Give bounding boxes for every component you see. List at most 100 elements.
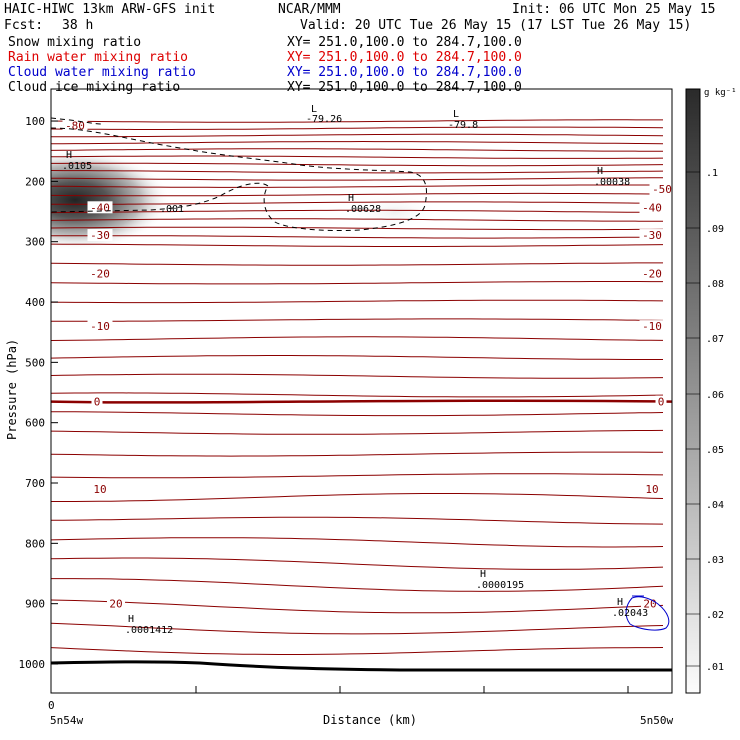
isotherm-line	[51, 162, 664, 167]
colorbar-tick-label: .06	[706, 390, 724, 401]
isotherm-label: -30	[90, 229, 110, 242]
isotherm-line	[51, 209, 664, 214]
field-name-rain: Rain water mixing ratio	[8, 50, 189, 65]
colorbar-tick-label: .09	[706, 224, 724, 235]
y-axis-label: Pressure (hPa)	[5, 339, 19, 440]
isotherm-line	[51, 578, 664, 592]
cloud-ice-contour	[51, 117, 427, 232]
y-axis: 100 200 300 400 500 600 700 800 900 1000	[19, 115, 58, 671]
isotherm-line	[51, 192, 664, 197]
isotherm-label: 20	[109, 598, 122, 611]
high-value: .00038	[594, 177, 630, 188]
x-axis: 0 5n54w 5n50w Distance (km)	[48, 686, 673, 727]
field-xy-cloud-ice: XY= 251.0,100.0 to 284.7,100.0	[287, 80, 522, 95]
isotherm-label-backing	[655, 395, 667, 408]
high-marker: H	[66, 150, 72, 161]
isotherm-label-backing	[107, 597, 125, 610]
isotherm-line	[51, 599, 664, 614]
isotherm-label: -40	[90, 201, 110, 214]
colorbar: g kg⁻¹ .1 .09 .08 .07 .06 .05 .04 .03 .02 .01	[685, 88, 737, 694]
y-tick-label: 800	[25, 537, 45, 550]
isotherm-line	[51, 148, 663, 152]
isotherm-line	[51, 493, 664, 502]
y-tick-label: 1000	[19, 658, 46, 671]
high-value: .00628	[345, 204, 381, 215]
high-value: .0105	[62, 161, 92, 172]
isotherm-label-backing	[91, 395, 103, 408]
organization-label: NCAR/MMM	[278, 2, 341, 17]
isotherm-label: -20	[90, 268, 110, 281]
y-tick-label: 100	[25, 115, 45, 128]
isotherm-line	[51, 235, 664, 239]
x-tick-zero: 0	[48, 699, 55, 712]
isotherm-line	[51, 133, 664, 138]
y-tick-label: 600	[25, 417, 45, 430]
isotherm-label-backing	[87, 320, 113, 333]
isotherm-label-backing	[87, 229, 113, 242]
cloud-water-contour	[625, 596, 670, 631]
low-value: -79.8	[448, 120, 478, 131]
isotherm-label: -10	[90, 320, 110, 333]
isotherm-line	[51, 184, 664, 188]
isotherm-label-backing	[639, 320, 665, 333]
colorbar-tick-label: .1	[706, 168, 718, 179]
cloud-ice-contour-label: .001	[160, 204, 184, 215]
isotherm-line	[51, 473, 664, 479]
isotherm-line	[51, 392, 664, 398]
isotherm-line	[51, 451, 663, 457]
isotherm-label-backing	[649, 183, 675, 196]
zero-isotherm-line	[51, 399, 672, 404]
isotherm-line	[51, 557, 664, 570]
isotherm-label: -40	[642, 201, 662, 214]
isotherm-label: 0	[94, 396, 101, 409]
isotherm-label-backing	[639, 201, 665, 214]
isotherm-line	[51, 429, 664, 435]
y-tick-label: 400	[25, 296, 45, 309]
field-xy-cloud-water: XY= 251.0,100.0 to 284.7,100.0	[287, 65, 522, 80]
high-marker: H	[128, 614, 134, 625]
terrain-line	[50, 660, 672, 672]
isotherm-label-backing	[87, 267, 113, 280]
plot-frame	[50, 88, 673, 694]
isotherm-label-backing	[639, 267, 665, 280]
x-tick-start-location: 5n54w	[50, 714, 83, 727]
init-time: Init: 06 UTC Mon 25 May 15	[512, 2, 716, 17]
isotherm-label-backing	[62, 119, 88, 132]
snow-shading	[51, 150, 440, 250]
low-marker: L	[453, 109, 459, 120]
isotherm-label: 0	[658, 396, 665, 409]
low-value: -79.26	[306, 114, 342, 125]
y-tick-label: 900	[25, 598, 45, 611]
isotherm-line	[51, 226, 664, 231]
high-marker: H	[617, 597, 623, 608]
y-tick-label: 500	[25, 356, 45, 369]
isotherm-line	[51, 170, 664, 174]
colorbar-tick-label: .05	[706, 445, 724, 456]
field-xy-rain: XY= 251.0,100.0 to 284.7,100.0	[287, 50, 522, 65]
isotherm-label: -10	[642, 320, 662, 333]
field-name-cloud-ice: Cloud ice mixing ratio	[8, 80, 181, 95]
colorbar-tick-label: .02	[706, 610, 724, 621]
x-axis-label: Distance (km)	[323, 713, 417, 727]
high-marker: H	[597, 166, 603, 177]
isotherm-label: 10	[645, 483, 658, 496]
x-tick-end-location: 5n50w	[640, 714, 673, 727]
isotherm-line	[51, 299, 664, 304]
colorbar-unit: g kg⁻¹	[704, 88, 737, 98]
isotherm-label-backing	[643, 483, 661, 496]
high-marker: H	[348, 193, 354, 204]
isotherm-line	[51, 218, 663, 222]
y-tick-label: 300	[25, 236, 45, 249]
isotherm-label-backing	[641, 597, 659, 610]
isotherm-line	[51, 318, 664, 322]
isotherm-label-backing	[91, 483, 109, 496]
colorbar-ramp	[685, 88, 701, 694]
colorbar-tick-label: .01	[706, 662, 724, 673]
isotherm-line	[51, 262, 663, 266]
isotherm-line	[51, 622, 664, 635]
isotherm-label-backing	[639, 229, 665, 242]
isotherm-line	[51, 336, 664, 341]
isotherm-line	[51, 140, 664, 145]
